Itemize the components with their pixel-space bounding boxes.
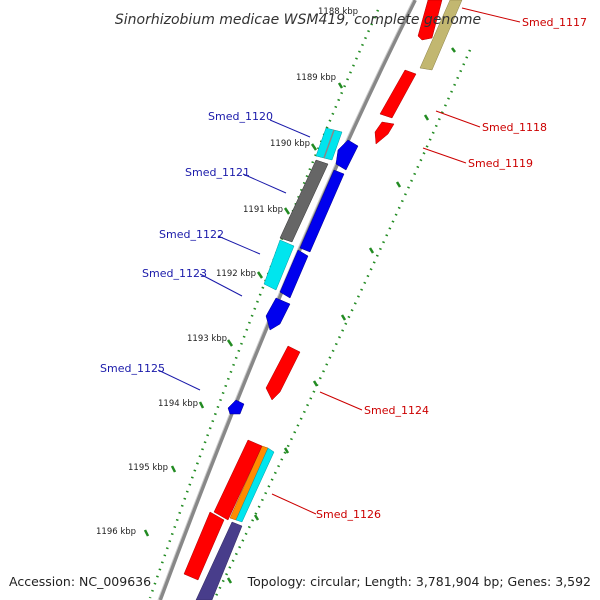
gene-smed-1125[interactable] (227, 399, 245, 415)
gene-smed-1126[interactable] (235, 447, 275, 523)
gene-smed-1123[interactable] (265, 297, 291, 331)
bottom-red-genes (183, 439, 263, 600)
gene-smed-1122[interactable] (263, 239, 295, 291)
forward-strand-genes (229, 0, 463, 523)
tick-label: 1192 kbp (216, 269, 256, 279)
leader-lines (157, 7, 521, 515)
gene-smed-1124[interactable] (265, 345, 301, 401)
gene-smed-1117[interactable] (417, 0, 443, 41)
gene-red-lower-a[interactable] (213, 439, 263, 521)
tick-label: 1194 kbp (158, 399, 198, 409)
gene-label-smed-1119[interactable]: Smed_1119 (468, 157, 533, 170)
gene-label-smed-1126[interactable]: Smed_1126 (316, 508, 381, 521)
tick-label: 1190 kbp (270, 139, 310, 149)
gene-smed-1118[interactable] (379, 69, 417, 119)
tick-label: 1188 kbp (318, 7, 358, 17)
map-title: Sinorhizobium medicae WSM419, complete g… (115, 12, 481, 28)
topology-text: Topology: circular; Length: 3,781,904 bp… (247, 574, 591, 589)
gene-label-smed-1120[interactable]: Smed_1120 (208, 110, 273, 123)
tick-label: 1195 kbp (128, 463, 168, 473)
tick-label: 1196 kbp (96, 527, 136, 537)
tick-label: 1191 kbp (243, 205, 283, 215)
gene-blue-mid[interactable] (279, 249, 309, 299)
reverse-strand-genes (227, 127, 359, 415)
tick-label: 1193 kbp (187, 334, 227, 344)
tick-label: 1189 kbp (296, 73, 336, 83)
gene-label-smed-1122[interactable]: Smed_1122 (159, 228, 224, 241)
gene-smed-1121[interactable] (279, 159, 329, 243)
gene-blue-small[interactable] (335, 139, 359, 171)
gene-label-smed-1117[interactable]: Smed_1117 (522, 16, 587, 29)
gene-label-smed-1124[interactable]: Smed_1124 (364, 404, 429, 417)
gene-label-smed-1121[interactable]: Smed_1121 (185, 166, 250, 179)
gene-label-smed-1118[interactable]: Smed_1118 (482, 121, 547, 134)
tick-labels: 1188 kbp 1189 kbp 1190 kbp 1191 kbp 1192… (96, 7, 358, 537)
gene-blue-long[interactable] (299, 169, 345, 253)
right-major-ticks (226, 47, 456, 584)
gene-name-labels: Smed_1117 Smed_1118 Smed_1119 Smed_1120 … (100, 16, 587, 521)
backbone-highlight (157, 0, 414, 600)
left-major-ticks (143, 82, 344, 537)
gene-khaki[interactable] (419, 0, 463, 71)
gene-red-lower-b[interactable] (183, 511, 225, 581)
gene-label-smed-1123[interactable]: Smed_1123 (142, 267, 207, 280)
gene-label-smed-1125[interactable]: Smed_1125 (100, 362, 165, 375)
accession-text: Accession: NC_009636 (9, 574, 151, 589)
gene-slate[interactable] (195, 521, 243, 600)
gene-smed-1119[interactable] (374, 121, 395, 145)
